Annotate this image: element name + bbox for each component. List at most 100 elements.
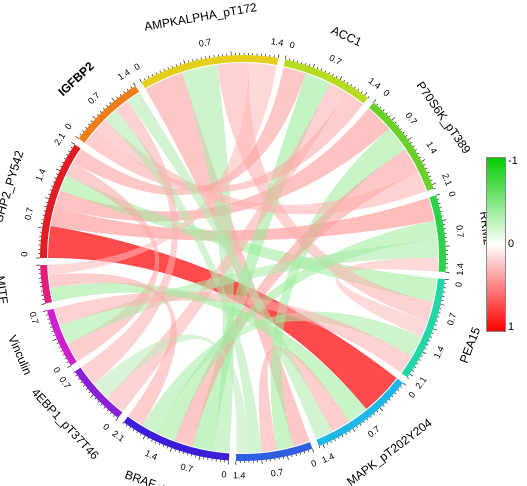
segment-tick-mark xyxy=(158,443,161,446)
segment-tick-mark xyxy=(66,361,69,364)
segment-tick-mark xyxy=(140,433,142,436)
segment-tick-mark xyxy=(71,141,75,145)
segment-tick-mark xyxy=(424,347,427,350)
segment-tick-mark xyxy=(418,359,421,361)
segment-tick-mark xyxy=(388,115,391,118)
segment-tick-mark xyxy=(50,326,53,328)
segment-tick-mark xyxy=(341,435,344,438)
segment-tick-mark xyxy=(425,167,428,170)
segment-tick-mark xyxy=(68,150,71,152)
segment-tick-mark xyxy=(174,449,176,452)
segment-tick-mark xyxy=(87,123,90,126)
segment-tick-mark xyxy=(376,103,379,106)
tick-label: 0 xyxy=(310,458,318,469)
segment-tick-mark xyxy=(400,386,403,388)
segment-tick-mark xyxy=(44,206,47,208)
tick-label: 0 xyxy=(19,252,29,257)
tick-label: 0 xyxy=(101,421,111,432)
tick-label: 2.1 xyxy=(440,172,454,187)
segment-tick-mark xyxy=(428,175,431,178)
segment-tick-mark xyxy=(102,107,105,110)
segment-tick-mark xyxy=(163,68,165,71)
segment-arc-braf_ps445 xyxy=(123,416,230,461)
tick-label: 0.7 xyxy=(198,37,212,49)
segment-tick-mark xyxy=(334,439,336,442)
segment-tick-mark xyxy=(433,328,438,331)
segment-tick-mark xyxy=(62,354,65,356)
segment-tick-mark xyxy=(438,202,441,204)
tick-label: 0 xyxy=(447,190,458,198)
segment-tick-mark xyxy=(167,67,169,70)
segment-tick-mark xyxy=(175,64,177,67)
segment-tick-mark xyxy=(433,187,436,189)
segment-tick-mark xyxy=(416,362,419,365)
segment-tick-mark xyxy=(440,304,445,306)
segment-tick-mark xyxy=(159,70,161,73)
tick-label: 0 xyxy=(453,281,464,287)
segment-tick-mark xyxy=(430,336,433,338)
segment-tick-mark xyxy=(343,79,345,82)
segment-tick-mark xyxy=(316,67,319,70)
chord-link xyxy=(181,64,235,453)
segment-tick-mark xyxy=(44,197,49,199)
segment-tick-mark xyxy=(324,70,327,73)
segment-tick-mark xyxy=(147,76,150,79)
segment-tick-mark xyxy=(63,157,66,160)
segment-tick-mark xyxy=(85,126,87,129)
segment-tick-mark xyxy=(364,92,368,96)
segment-tick-mark xyxy=(97,400,100,403)
segment-arc-ampkalpha_pt172 xyxy=(141,54,279,89)
segment-tick-mark xyxy=(155,441,157,444)
segment-label-pea15: PEA15 xyxy=(457,325,484,365)
chord-link xyxy=(60,240,438,344)
segment-tick-mark xyxy=(41,303,46,305)
segment-tick-mark xyxy=(51,330,54,332)
segment-tick-mark xyxy=(38,227,43,229)
segment-tick-mark xyxy=(407,137,412,141)
segment-tick-mark xyxy=(100,403,103,406)
segment-tick-mark xyxy=(85,388,88,391)
chord-links xyxy=(48,63,438,453)
segment-arc-4ebp1_pt37t46 xyxy=(74,367,123,418)
segment-tick-mark xyxy=(61,161,64,164)
segment-tick-mark xyxy=(352,428,356,433)
segment-tick-mark xyxy=(151,74,154,77)
segment-tick-mark xyxy=(385,112,388,115)
tick-label: 1.4 xyxy=(34,167,48,182)
segment-tick-mark xyxy=(155,72,157,75)
segment-tick-mark xyxy=(182,452,184,455)
segment-tick-mark xyxy=(147,437,149,440)
segment-tick-mark xyxy=(89,394,94,398)
tick-label: 0.7 xyxy=(28,311,41,326)
chord-link xyxy=(174,149,419,447)
chord-link xyxy=(336,257,438,337)
segment-tick-mark xyxy=(129,426,131,429)
segment-tick-mark xyxy=(437,198,440,200)
segment-tick-mark xyxy=(59,165,62,168)
tick-label: 0.7 xyxy=(23,207,35,221)
segment-tick-mark xyxy=(357,88,360,91)
segment-tick-mark xyxy=(405,134,408,137)
segment-tick-mark xyxy=(179,62,181,65)
tick-label: 0.7 xyxy=(86,90,102,106)
segment-label-vinculin: Vinculin xyxy=(5,333,35,377)
segment-label-acc1: ACC1 xyxy=(329,23,364,49)
segment-tick-mark xyxy=(354,86,356,89)
segment-tick-mark xyxy=(369,416,372,418)
segment-tick-mark xyxy=(287,455,289,461)
tick-label: 0 xyxy=(221,469,227,479)
segment-tick-mark xyxy=(428,340,431,342)
segment-tick-mark xyxy=(379,106,382,109)
segment-tick-mark xyxy=(106,409,109,412)
segment-tick-mark xyxy=(421,159,426,162)
segment-tick-mark xyxy=(83,384,85,387)
chord-link xyxy=(157,220,438,441)
segment-tick-mark xyxy=(299,452,301,455)
segment-arc-vinculin xyxy=(46,308,77,366)
segment-tick-mark xyxy=(438,312,441,314)
segment-tick-mark xyxy=(410,141,413,144)
segment-tick-mark xyxy=(412,145,415,148)
chord-link xyxy=(270,128,405,451)
segment-tick-mark xyxy=(320,68,323,71)
segment-arc-mapk_pt202y204 xyxy=(316,378,403,447)
